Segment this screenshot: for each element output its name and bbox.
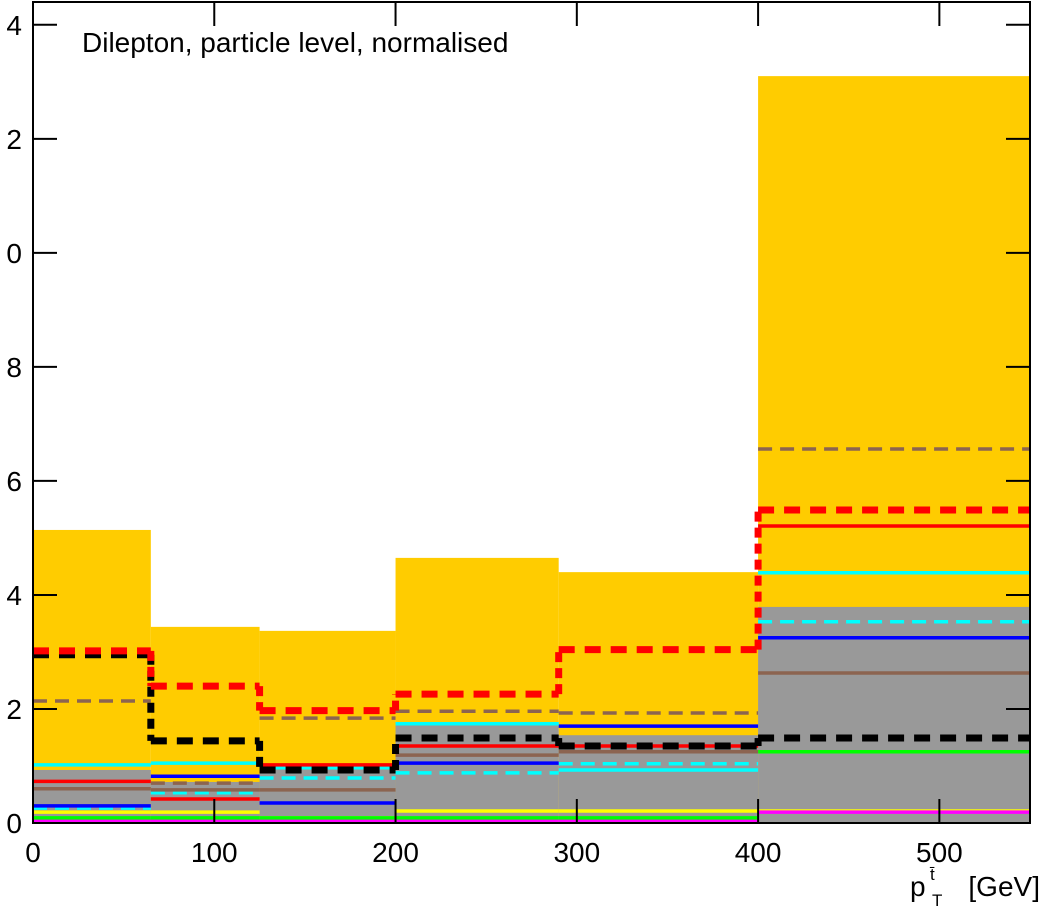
bar [259, 765, 396, 823]
y-tick-label: 6 [6, 466, 22, 497]
x-tick-label: 200 [372, 837, 419, 868]
bar [758, 606, 1030, 823]
y-tick-label: 4 [6, 10, 22, 41]
y-tick-label: 4 [6, 580, 22, 611]
bar [558, 735, 759, 823]
x-axis-label: p [910, 871, 926, 902]
y-tick-label: 8 [6, 352, 22, 383]
y-tick-label: 2 [6, 694, 22, 725]
x-tick-label: 300 [553, 837, 600, 868]
x-axis-label-sup: t̄ [929, 865, 935, 884]
plot-area [33, 76, 1030, 824]
chart-title: Dilepton, particle level, normalised [82, 27, 508, 58]
plot-frame [32, 1, 1031, 824]
x-tick-label: 100 [191, 837, 238, 868]
y-tick-label: 0 [6, 238, 22, 269]
bar [33, 769, 151, 823]
x-axis-label-sub: T [932, 891, 942, 908]
y-tick-label: 2 [6, 124, 22, 155]
x-axis-label-unit: [GeV] [968, 871, 1040, 902]
y-tick-label: 0 [6, 808, 22, 839]
x-tick-label: 400 [735, 837, 782, 868]
x-tick-label: 0 [25, 837, 41, 868]
x-tick-label: 500 [916, 837, 963, 868]
